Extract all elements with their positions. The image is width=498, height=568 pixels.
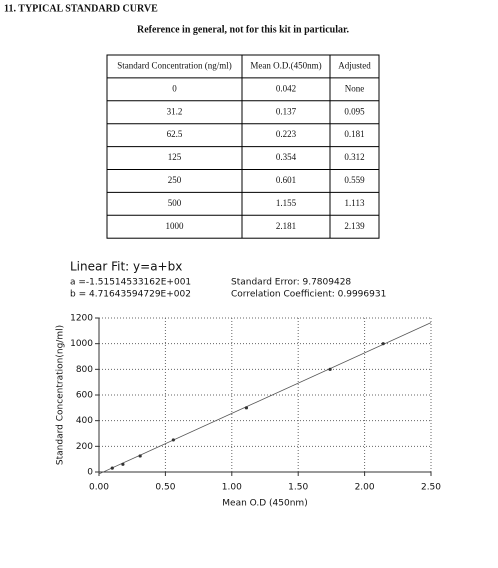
cell: 0.312 bbox=[344, 152, 364, 162]
heading: 11. TYPICAL STANDARD CURVE bbox=[4, 3, 158, 14]
x-tick-label: 2.00 bbox=[355, 483, 375, 493]
y-tick-label: 0 bbox=[87, 468, 93, 478]
y-tick-label: 400 bbox=[76, 416, 93, 426]
coef-b: b = 4.71643594729E+002 bbox=[70, 290, 191, 300]
y-tick-label: 600 bbox=[76, 391, 93, 401]
point bbox=[244, 406, 249, 410]
point bbox=[171, 438, 175, 442]
y-axis-label: Standard Concentration(ng/ml) bbox=[56, 325, 66, 465]
annotation: Correlation Coefficient: 0.9996931 bbox=[231, 290, 386, 300]
cell: 500 bbox=[168, 198, 182, 208]
cell: 0.354 bbox=[276, 152, 297, 162]
x-tick-label: 0.00 bbox=[89, 483, 109, 493]
cell: 31.2 bbox=[167, 106, 183, 116]
point bbox=[381, 342, 385, 346]
cell: 0.181 bbox=[344, 129, 364, 139]
column-header: Mean O.D.(450nm) bbox=[250, 61, 321, 71]
chart-title: Linear Fit: y=a+bx bbox=[70, 260, 182, 274]
cell: 2.139 bbox=[344, 221, 365, 231]
cell: None bbox=[345, 83, 365, 93]
y-tick-label: 1000 bbox=[70, 339, 93, 349]
cell: 0.601 bbox=[276, 175, 296, 185]
cell: 2.181 bbox=[276, 221, 296, 231]
cell: 0.042 bbox=[276, 83, 296, 93]
x-tick-label: 2.50 bbox=[421, 483, 441, 493]
point bbox=[110, 466, 114, 470]
cell: 0.223 bbox=[276, 129, 297, 139]
cell: 125 bbox=[168, 152, 182, 162]
cell: 1.155 bbox=[276, 198, 297, 208]
x-tick-label: 1.00 bbox=[222, 483, 242, 493]
point bbox=[138, 454, 142, 458]
table: Standard Concentration (ng/ml) Mean O.D.(… bbox=[106, 54, 380, 239]
point bbox=[328, 367, 332, 371]
column-header: Standard Concentration (ng/ml) bbox=[117, 61, 231, 71]
cell: 0.137 bbox=[276, 106, 297, 116]
coef-a: a =-1.51514533162E+001 bbox=[70, 278, 191, 288]
y-tick-label: 1200 bbox=[70, 314, 93, 324]
x-axis-label: Mean O.D (450nm) bbox=[222, 499, 307, 509]
cell: 0 bbox=[172, 83, 177, 93]
point bbox=[121, 462, 125, 466]
y-tick-label: 800 bbox=[76, 365, 93, 375]
cell: 0.559 bbox=[344, 175, 365, 185]
subtitle: Reference in general, not for this kit i… bbox=[137, 24, 350, 35]
cell: 1.113 bbox=[345, 198, 365, 208]
fit-line bbox=[98, 322, 432, 475]
plot: 0 200 400 600 800 1000 1200 0.00 0.50 1.00 1.50 2.0… bbox=[70, 314, 441, 493]
cell: 250 bbox=[168, 175, 182, 185]
x-tick-label: 1.50 bbox=[288, 483, 308, 493]
y-tick-label: 200 bbox=[76, 442, 93, 452]
annotation: Standard Error: 9.7809428 bbox=[231, 278, 351, 288]
column-header: Adjusted bbox=[338, 61, 371, 71]
x-tick-label: 0.50 bbox=[155, 483, 175, 493]
cell: 62.5 bbox=[167, 129, 183, 139]
cell: 1000 bbox=[166, 221, 185, 231]
cell: 0.095 bbox=[344, 106, 365, 116]
